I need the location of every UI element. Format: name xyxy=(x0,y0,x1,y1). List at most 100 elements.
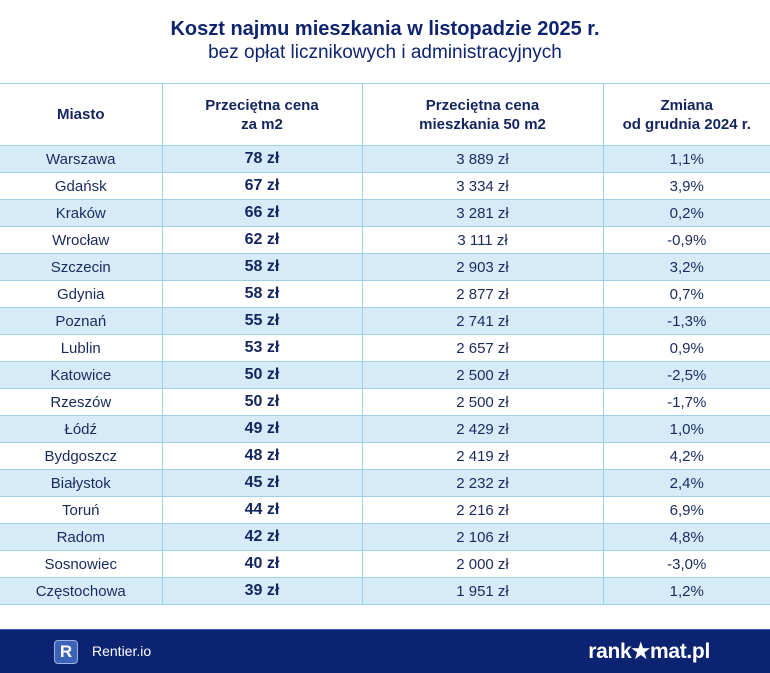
table-row: Toruń 44 zł 2 216 zł 6,9% xyxy=(0,496,770,524)
column-header-price-per-m2: Przeciętna cena za m2 xyxy=(161,83,363,146)
rentier-brand: Rentier.io xyxy=(92,643,152,659)
table-row: Lublin 53 zł 2 657 zł 0,9% xyxy=(0,334,770,362)
cell-change: 0,2% xyxy=(602,199,770,227)
table-row: Katowice 50 zł 2 500 zł -2,5% xyxy=(0,361,770,389)
cell-price-per-m2: 50 zł xyxy=(161,388,363,416)
cell-change: 1,0% xyxy=(602,415,770,443)
header-line-2: od grudnia 2024 r. xyxy=(622,115,751,133)
cell-price-per-m2: 40 zł xyxy=(161,550,363,578)
cell-price-per-m2: 58 zł xyxy=(161,253,363,281)
cell-price-50m2: 2 429 zł xyxy=(361,415,604,443)
cell-price-per-m2: 53 zł xyxy=(161,334,363,362)
cell-city: Wrocław xyxy=(0,226,163,254)
header-line-1: Przeciętna cena xyxy=(205,96,319,114)
cell-change: -2,5% xyxy=(602,361,770,389)
cell-city: Radom xyxy=(0,523,163,551)
cell-price-50m2: 3 334 zł xyxy=(361,172,604,200)
header-line-2: za m2 xyxy=(241,115,283,133)
cell-change: 1,2% xyxy=(602,577,770,605)
chart-subtitle: bez opłat licznikowych i administracyjny… xyxy=(208,42,562,63)
table-row: Gdynia 58 zł 2 877 zł 0,7% xyxy=(0,280,770,308)
cell-city: Łódź xyxy=(0,415,163,443)
cell-change: 4,2% xyxy=(602,442,770,470)
cell-price-per-m2: 42 zł xyxy=(161,523,363,551)
cell-change: 4,8% xyxy=(602,523,770,551)
cell-price-per-m2: 44 zł xyxy=(161,496,363,524)
cell-price-per-m2: 66 zł xyxy=(161,199,363,227)
cell-change: 1,1% xyxy=(602,145,770,173)
cell-city: Katowice xyxy=(0,361,163,389)
cell-change: -1,7% xyxy=(602,388,770,416)
cell-city: Białystok xyxy=(0,469,163,497)
table-row: Gdańsk 67 zł 3 334 zł 3,9% xyxy=(0,172,770,200)
rent-table: Miasto Przeciętna cena za m2 Przeciętna cen… xyxy=(0,83,770,605)
table-row: Wrocław 62 zł 3 111 zł -0,9% xyxy=(0,226,770,254)
cell-price-per-m2: 48 zł xyxy=(161,442,363,470)
cell-city: Rzeszów xyxy=(0,388,163,416)
cell-city: Kraków xyxy=(0,199,163,227)
cell-change: -0,9% xyxy=(602,226,770,254)
cell-price-per-m2: 62 zł xyxy=(161,226,363,254)
cell-price-50m2: 2 000 zł xyxy=(361,550,604,578)
cell-change: 3,9% xyxy=(602,172,770,200)
cell-change: -1,3% xyxy=(602,307,770,335)
cell-price-per-m2: 55 zł xyxy=(161,307,363,335)
cell-city: Bydgoszcz xyxy=(0,442,163,470)
header-line-1: Miasto xyxy=(56,106,105,123)
cell-price-per-m2: 50 zł xyxy=(161,361,363,389)
column-header-price-50m2: Przeciętna cena mieszkania 50 m2 xyxy=(361,83,604,146)
cell-price-50m2: 3 111 zł xyxy=(361,226,604,254)
cell-city: Częstochowa xyxy=(0,577,163,605)
cell-city: Gdynia xyxy=(0,280,163,308)
cell-price-50m2: 2 500 zł xyxy=(361,361,604,389)
cell-price-per-m2: 67 zł xyxy=(161,172,363,200)
cell-city: Szczecin xyxy=(0,253,163,281)
cell-city: Sosnowiec xyxy=(0,550,163,578)
cell-city: Toruń xyxy=(0,496,163,524)
table-row: Warszawa 78 zł 3 889 zł 1,1% xyxy=(0,145,770,173)
table-row: Rzeszów 50 zł 2 500 zł -1,7% xyxy=(0,388,770,416)
table-row: Poznań 55 zł 2 741 zł -1,3% xyxy=(0,307,770,335)
cell-price-50m2: 3 281 zł xyxy=(361,199,604,227)
cell-price-50m2: 3 889 zł xyxy=(361,145,604,173)
cell-price-per-m2: 39 zł xyxy=(161,577,363,605)
table-row: Sosnowiec 40 zł 2 000 zł -3,0% xyxy=(0,550,770,578)
cell-city: Lublin xyxy=(0,334,163,362)
footer: R Rentier.io rank★mat.pl xyxy=(0,629,770,673)
column-header-city: Miasto xyxy=(0,83,163,146)
cell-price-50m2: 2 216 zł xyxy=(361,496,604,524)
cell-price-per-m2: 78 zł xyxy=(161,145,363,173)
cell-price-50m2: 2 903 zł xyxy=(361,253,604,281)
cell-change: 0,7% xyxy=(602,280,770,308)
cell-price-per-m2: 45 zł xyxy=(161,469,363,497)
cell-price-50m2: 2 877 zł xyxy=(361,280,604,308)
cell-price-50m2: 2 500 zł xyxy=(361,388,604,416)
cell-price-50m2: 2 657 zł xyxy=(361,334,604,362)
cell-price-50m2: 1 951 zł xyxy=(361,577,604,605)
cell-price-50m2: 2 741 zł xyxy=(361,307,604,335)
table-row: Radom 42 zł 2 106 zł 4,8% xyxy=(0,523,770,551)
cell-change: 6,9% xyxy=(602,496,770,524)
column-header-change: Zmiana od grudnia 2024 r. xyxy=(602,83,770,146)
table-row: Bydgoszcz 48 zł 2 419 zł 4,2% xyxy=(0,442,770,470)
cell-city: Gdańsk xyxy=(0,172,163,200)
cell-price-per-m2: 49 zł xyxy=(161,415,363,443)
rankomat-logo: rank★mat.pl xyxy=(588,640,710,663)
header-line-2: mieszkania 50 m2 xyxy=(419,115,546,133)
rentier-logo-icon: R xyxy=(54,640,78,664)
cell-city: Warszawa xyxy=(0,145,163,173)
cell-price-50m2: 2 419 zł xyxy=(361,442,604,470)
table-row: Szczecin 58 zł 2 903 zł 3,2% xyxy=(0,253,770,281)
chart-title: Koszt najmu mieszkania w listopadzie 202… xyxy=(170,18,600,40)
cell-change: -3,0% xyxy=(602,550,770,578)
table-row: Łódź 49 zł 2 429 zł 1,0% xyxy=(0,415,770,443)
table-row: Kraków 66 zł 3 281 zł 0,2% xyxy=(0,199,770,227)
cell-price-per-m2: 58 zł xyxy=(161,280,363,308)
header-line-1: Przeciętna cena xyxy=(425,96,540,114)
table-row: Białystok 45 zł 2 232 zł 2,4% xyxy=(0,469,770,497)
cell-price-50m2: 2 106 zł xyxy=(361,523,604,551)
cell-city: Poznań xyxy=(0,307,163,335)
cell-change: 0,9% xyxy=(602,334,770,362)
cell-change: 3,2% xyxy=(602,253,770,281)
cell-change: 2,4% xyxy=(602,469,770,497)
